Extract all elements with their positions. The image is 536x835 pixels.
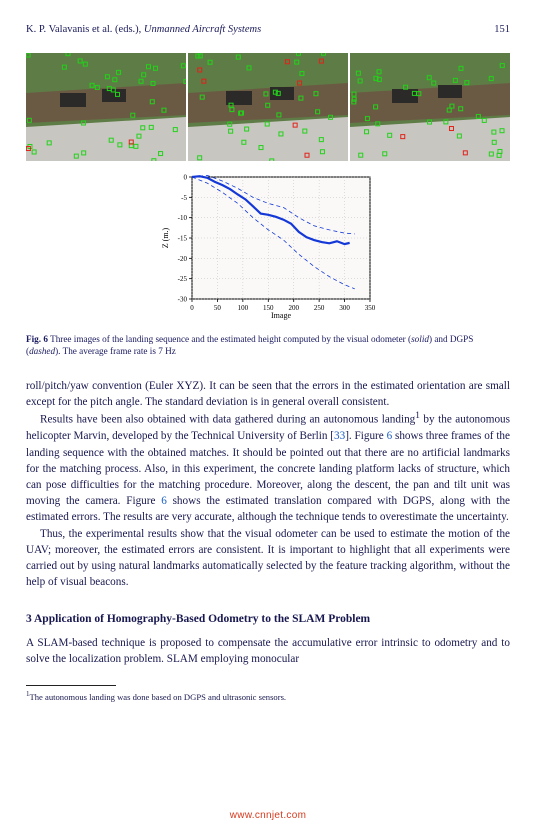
landing-frame-2 — [188, 53, 348, 161]
figcap-i2: dashed — [29, 346, 55, 356]
figcap-tail: ). The average frame rate is 7 Hz — [55, 346, 176, 356]
section-heading: 3 Application of Homography-Based Odomet… — [26, 613, 510, 625]
page-number: 151 — [494, 24, 510, 35]
svg-text:50: 50 — [214, 304, 222, 312]
svg-text:-5: -5 — [181, 194, 187, 202]
svg-text:350: 350 — [365, 304, 376, 312]
svg-text:250: 250 — [314, 304, 325, 312]
figure-chart: 050100150200250300350-30-25-20-15-10-50I… — [26, 171, 510, 321]
svg-text:300: 300 — [339, 304, 350, 312]
body-p2c: ]. Figure — [345, 430, 386, 442]
fig-label: Fig. 6 — [26, 334, 48, 344]
watermark: www.cnnjet.com — [230, 810, 306, 821]
landing-frame-1 — [26, 53, 186, 161]
figcap-a: Three images of the landing sequence and… — [50, 334, 411, 344]
svg-text:0: 0 — [190, 304, 194, 312]
svg-text:Z (m.): Z (m.) — [161, 227, 170, 248]
footnote-rule — [26, 685, 116, 686]
header-title-italic: Unmanned Aircraft Systems — [144, 24, 261, 35]
svg-text:Image: Image — [271, 311, 291, 320]
svg-text:-30: -30 — [178, 296, 188, 304]
landing-frame-3 — [350, 53, 510, 161]
body-p2: Results have been also obtained with dat… — [26, 410, 510, 525]
svg-text:100: 100 — [238, 304, 249, 312]
svg-text:0: 0 — [184, 174, 188, 182]
ref-33[interactable]: 33 — [334, 430, 345, 442]
figure-image-row — [26, 53, 510, 161]
body-p1: roll/pitch/yaw convention (Euler XYZ). I… — [26, 378, 510, 410]
svg-text:-25: -25 — [178, 275, 188, 283]
header-editors: K. P. Valavanis et al. (eds.), — [26, 24, 141, 35]
section-p1: A SLAM-based technique is proposed to co… — [26, 635, 510, 667]
running-header: K. P. Valavanis et al. (eds.), Unmanned … — [26, 24, 510, 35]
body-p2a: Results have been also obtained with dat… — [40, 414, 415, 426]
footnote-text: The autonomous landing was done based on… — [30, 692, 287, 702]
body-p3: Thus, the experimental results show that… — [26, 526, 510, 591]
figure-caption: Fig. 6 Three images of the landing seque… — [26, 333, 510, 358]
figcap-i1: solid — [411, 334, 429, 344]
header-left: K. P. Valavanis et al. (eds.), Unmanned … — [26, 24, 261, 35]
svg-text:-20: -20 — [178, 255, 188, 263]
footnote: 1The autonomous landing was done based o… — [26, 690, 510, 702]
svg-text:-15: -15 — [178, 235, 188, 243]
svg-text:-10: -10 — [178, 214, 188, 222]
